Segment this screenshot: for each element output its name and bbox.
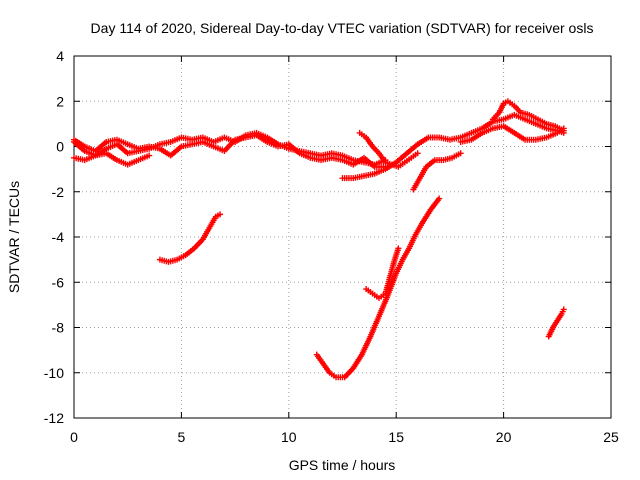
series-9	[313, 195, 443, 381]
series-6	[457, 123, 567, 145]
data-point	[560, 125, 567, 132]
axis-ticks: 0 5 10 15 20 25 -12 -10 -8 -6 -4 -2 0 2 4	[44, 48, 619, 445]
x-tick-label: 20	[496, 429, 512, 445]
x-tick-label: 10	[281, 429, 297, 445]
data-point	[436, 195, 443, 202]
series-1	[71, 132, 389, 170]
y-tick-label: -2	[52, 184, 65, 200]
plot-frame	[73, 55, 612, 419]
y-tick-label: 2	[56, 93, 64, 109]
y-tick-label: 0	[56, 139, 64, 155]
series-2	[71, 150, 153, 168]
series-11	[545, 306, 567, 340]
series-10	[363, 245, 402, 302]
series-8	[156, 211, 224, 265]
x-tick-label: 0	[70, 429, 78, 445]
series-7	[410, 150, 464, 193]
y-tick-label: -10	[44, 365, 64, 381]
x-axis-label: GPS time / hours	[289, 457, 396, 473]
y-tick-label: -4	[52, 229, 65, 245]
data-point	[414, 150, 421, 157]
series-3	[356, 129, 421, 170]
series-5	[489, 98, 567, 134]
data-point	[395, 245, 402, 252]
y-tick-label: -6	[52, 274, 65, 290]
y-tick-label: -8	[52, 320, 65, 336]
x-tick-label: 5	[178, 429, 186, 445]
chart-title: Day 114 of 2020, Sidereal Day-to-day VTE…	[91, 20, 594, 36]
y-tick-label: -12	[44, 410, 64, 426]
data-point	[457, 150, 464, 157]
grid	[74, 56, 611, 418]
data-point	[146, 152, 153, 159]
x-tick-label: 25	[603, 429, 619, 445]
y-tick-label: 4	[56, 48, 64, 64]
data-point	[560, 306, 567, 313]
y-axis-label: SDTVAR / TECUs	[6, 181, 22, 293]
x-tick-label: 15	[388, 429, 404, 445]
data-point	[217, 211, 224, 218]
series-group	[71, 98, 567, 381]
